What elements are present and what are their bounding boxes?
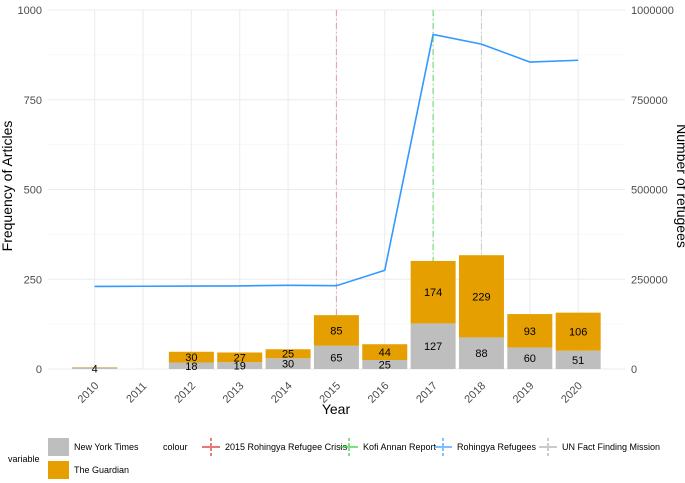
bar-guardian-2015 xyxy=(313,315,359,346)
y2-axis-title: Number of refugees xyxy=(674,124,685,248)
bar-guardian-2012 xyxy=(168,351,214,363)
y2-tick-label: 0 xyxy=(631,364,637,376)
y-tick-label: 0 xyxy=(36,364,42,376)
bar-guardian-2014 xyxy=(265,349,311,359)
bar-guardian-2019 xyxy=(507,314,553,348)
legend-key-guardian xyxy=(48,461,69,479)
legend-key-nyt xyxy=(48,438,69,456)
bar-label-guardian-2013: 27 xyxy=(234,352,246,364)
bar-guardian-2020 xyxy=(555,312,601,351)
refugee-line xyxy=(94,33,579,288)
bar-label-nyt-2012: 18 xyxy=(185,361,197,373)
bar-guardian-2016 xyxy=(362,344,408,361)
bar-nyt-2015 xyxy=(313,345,359,369)
y-tick-label: 1000 xyxy=(18,5,42,17)
bars xyxy=(72,255,601,369)
bar-label-guardian-2012: 30 xyxy=(185,352,197,364)
y-tick-label: 500 xyxy=(24,185,42,197)
bar-nyt-2018 xyxy=(458,337,504,369)
bar-label-guardian-2016: 44 xyxy=(379,347,391,359)
y-axis-ticks: 0 250 500 750 1000 xyxy=(18,5,42,376)
bar-nyt-2012 xyxy=(168,362,214,369)
legend-label-un: UN Fact Finding Mission xyxy=(562,442,660,452)
bar-nyt-2013 xyxy=(217,362,263,369)
bar-nyt-2016 xyxy=(362,360,408,369)
x-axis-title: Year xyxy=(322,401,351,417)
bar-label-nyt-2015: 65 xyxy=(330,352,342,364)
bar-label-nyt-2013: 19 xyxy=(234,361,246,373)
legend-key-refugees xyxy=(434,438,452,456)
bar-label-nyt-2016: 25 xyxy=(379,360,391,372)
y2-tick-label: 500000 xyxy=(631,185,668,197)
legend-label-crisis: 2015 Rohingya Refugee Crisis xyxy=(225,442,348,452)
bar-label-guardian-2019: 93 xyxy=(524,326,536,338)
bar-guardian-2018 xyxy=(458,255,504,338)
bar-label-guardian-2014: 25 xyxy=(282,349,294,361)
bar-label-nyt-2018: 88 xyxy=(475,348,487,360)
bar-label-guardian-2015: 85 xyxy=(330,325,342,337)
bar-label-nyt-2017: 127 xyxy=(424,341,442,353)
y2-axis-ticks: 0 250000 500000 750000 1000000 xyxy=(631,5,674,376)
gridlines xyxy=(48,9,625,370)
line-rohingya-refugees xyxy=(94,33,579,288)
y-tick-label: 250 xyxy=(24,274,42,286)
bar-nyt-2010 xyxy=(72,367,118,369)
legend-label-nyt: New York Times xyxy=(74,442,139,452)
y-axis-title: Frequency of Articles xyxy=(0,121,15,252)
bar-label-nyt-2020: 51 xyxy=(572,355,584,367)
bar-label-nyt-2014: 30 xyxy=(282,359,294,371)
bar-nyt-2017 xyxy=(410,323,456,369)
legend-label-refugees: Rohingya Refugees xyxy=(457,442,537,452)
bar-label-guardian-2020: 106 xyxy=(569,327,587,339)
y2-tick-label: 1000000 xyxy=(631,5,674,17)
y2-tick-label: 750000 xyxy=(631,95,668,107)
y2-tick-label: 250000 xyxy=(631,274,668,286)
bar-nyt-2014 xyxy=(265,358,311,369)
bar-label-guardian-2018: 229 xyxy=(472,291,490,303)
bar-nyt-2020 xyxy=(555,350,601,369)
bar-guardian-2013 xyxy=(217,352,263,363)
bar-guardian-2017 xyxy=(410,260,456,324)
legend-fill-title: variable xyxy=(8,454,40,464)
bar-label-guardian-2017: 174 xyxy=(424,287,442,299)
bar-label-nyt-2010: 4 xyxy=(92,363,98,375)
legend-colour-title: colour xyxy=(163,442,188,452)
bar-label-nyt-2019: 60 xyxy=(524,353,536,365)
y-tick-label: 750 xyxy=(24,95,42,107)
legend-label-guardian: The Guardian xyxy=(74,465,129,475)
legend-key-crisis xyxy=(202,438,220,456)
bar-nyt-2019 xyxy=(507,347,553,369)
legend-key-un xyxy=(539,438,557,456)
legend-key-kofi xyxy=(340,438,358,456)
legend-label-kofi: Kofi Annan Report xyxy=(363,442,437,452)
legend: variable New York Times The Guardian col… xyxy=(8,438,660,479)
